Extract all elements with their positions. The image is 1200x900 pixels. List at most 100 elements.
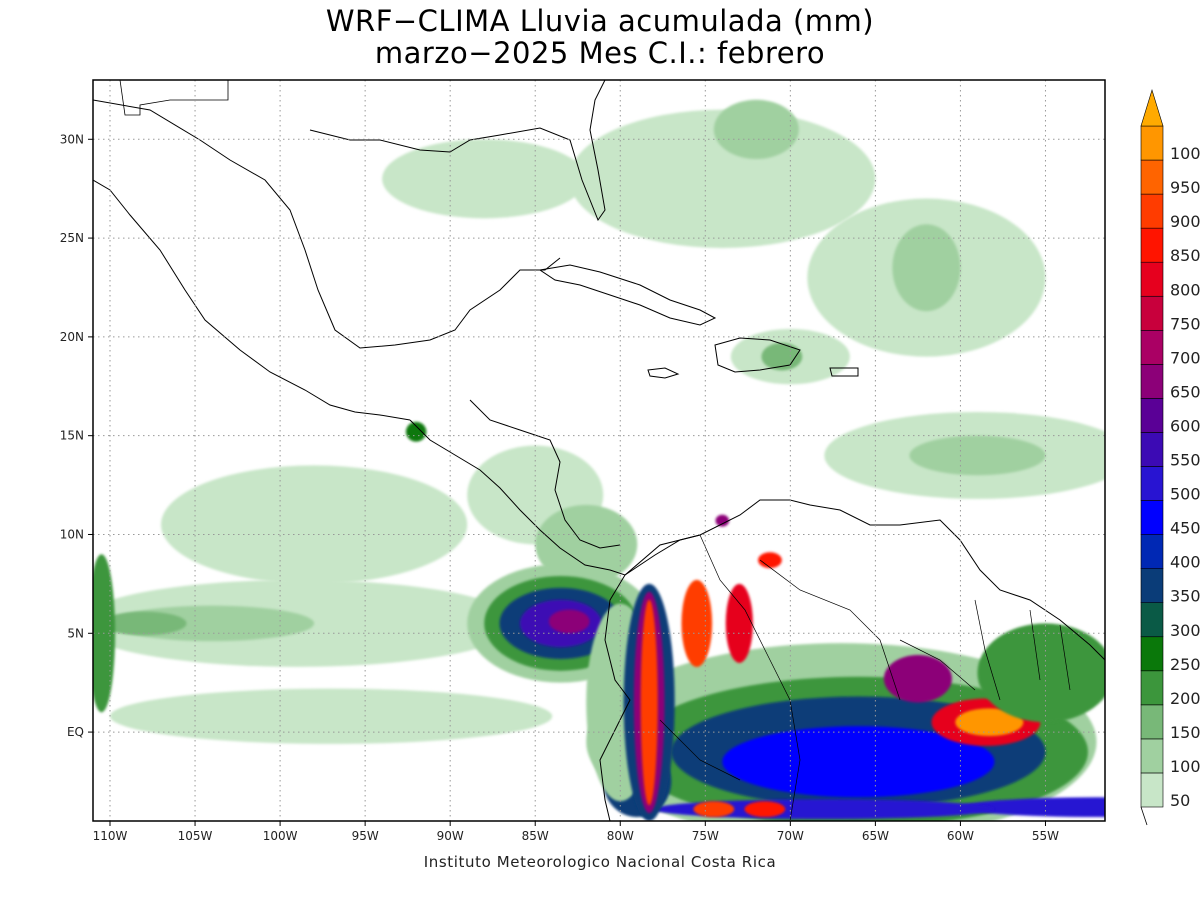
colorbar-swatch — [1140, 193, 1164, 229]
colorbar-label: 750 — [1170, 314, 1200, 333]
x-tick-label: 70W — [777, 829, 804, 843]
gridlines — [93, 80, 1105, 821]
colorbar-swatch — [1140, 125, 1164, 161]
coastline-south-america-west — [599, 574, 631, 821]
rain-blob — [761, 342, 803, 371]
rain-blob — [725, 583, 753, 663]
x-tick-label: 60W — [947, 829, 974, 843]
colorbar-label: 450 — [1170, 519, 1200, 538]
rain-blob — [955, 708, 1024, 737]
rain-blob — [713, 99, 799, 160]
rain-blob — [161, 465, 468, 584]
colorbar-label: 550 — [1170, 451, 1200, 470]
x-tick-label: 80W — [607, 829, 634, 843]
rain-blob — [744, 801, 786, 818]
rain-blob — [977, 623, 1105, 723]
border-us-mexico — [119, 80, 229, 116]
rain-blob — [382, 139, 587, 219]
rain-blob — [715, 514, 730, 527]
coastline-us-gulf — [309, 80, 606, 222]
rain-blob — [405, 421, 427, 442]
rain-blob — [640, 599, 658, 806]
colorbar-swatch — [1140, 466, 1164, 501]
colorbar-label: 350 — [1170, 587, 1200, 606]
rain-blob — [722, 726, 995, 798]
colorbar-swatch — [1140, 568, 1164, 604]
rain-blob — [681, 579, 713, 667]
colorbar-swatch — [1140, 670, 1164, 706]
coastline-jamaica — [647, 367, 680, 379]
coastline-puerto-rico — [829, 367, 859, 377]
country-borders — [659, 534, 1071, 821]
rain-blob — [548, 609, 590, 634]
x-tick-label: 110W — [93, 829, 128, 843]
colorbar-label: 800 — [1170, 280, 1200, 299]
x-tick-label: 65W — [862, 829, 889, 843]
colorbar-overflow-arrow — [1140, 88, 1164, 127]
x-tick-label: 100W — [263, 829, 298, 843]
colorbar-label: 850 — [1170, 246, 1200, 265]
colorbar-label: 300 — [1170, 621, 1200, 640]
colorbar-swatch — [1140, 636, 1164, 672]
y-tick-label: 20N — [60, 330, 84, 344]
rain-blob — [892, 224, 961, 312]
colorbar-swatch — [1140, 261, 1164, 297]
y-axis-ticks: 30N 25N 20N 15N 10N 5N EQ — [60, 132, 93, 739]
colorbar-swatch — [1140, 534, 1164, 569]
rain-blob — [758, 552, 782, 569]
colorbar-swatch — [1140, 432, 1164, 467]
colorbar-swatch — [1140, 772, 1164, 808]
coastlines — [93, 80, 1105, 821]
coastline-cuba — [538, 264, 717, 326]
coastline-south-america — [624, 499, 1105, 661]
colorbar-swatch — [1140, 295, 1164, 331]
rainfall-field — [93, 99, 1105, 821]
x-tick-label: 55W — [1032, 829, 1059, 843]
rain-blob — [693, 801, 735, 818]
coastline-central-america-caribbean — [469, 399, 621, 549]
y-tick-label: EQ — [67, 725, 84, 739]
colorbar-label: 950 — [1170, 178, 1200, 197]
colorbar-swatch — [1140, 159, 1164, 195]
rain-blob — [110, 688, 553, 744]
colorbar-label: 650 — [1170, 382, 1200, 401]
colorbar-label: 600 — [1170, 416, 1200, 435]
rain-blob — [883, 655, 952, 703]
colorbar-label: 500 — [1170, 485, 1200, 504]
x-tick-label: 90W — [437, 829, 464, 843]
rain-blob — [654, 799, 995, 820]
colorbar-swatch — [1140, 704, 1164, 740]
coastline-central-america — [409, 419, 701, 576]
y-tick-label: 25N — [60, 231, 84, 245]
plot-frame — [92, 79, 1106, 822]
colorbar-swatch — [1140, 738, 1164, 774]
x-tick-label: 95W — [352, 829, 379, 843]
colorbar-label: 900 — [1170, 212, 1200, 231]
colorbar: 50 100 150 200 250 300 350 400 450 500 550 600 650 70… — [1140, 88, 1200, 826]
colorbar-label: 200 — [1170, 689, 1200, 708]
rain-blob — [960, 797, 1105, 818]
rain-blob — [535, 504, 638, 584]
colorbar-swatch — [1140, 329, 1164, 365]
map-title-line2: marzo−2025 Mes C.I.: febrero — [374, 36, 826, 70]
colorbar-swatch — [1140, 500, 1164, 535]
colorbar-swatch — [1140, 227, 1164, 263]
colorbar-label: 1000 — [1170, 144, 1200, 163]
rain-blob — [569, 109, 876, 248]
colorbar-underflow-tail — [1140, 806, 1148, 826]
x-tick-label: 85W — [522, 829, 549, 843]
map-title-line1: WRF−CLIMA Lluvia acumulada (mm) — [325, 4, 875, 38]
colorbar-label: 250 — [1170, 655, 1200, 674]
y-tick-label: 5N — [67, 626, 84, 640]
colorbar-label: 100 — [1170, 757, 1200, 776]
rain-blob — [101, 611, 187, 636]
colorbar-swatch — [1140, 602, 1164, 638]
colorbar-swatch — [1140, 364, 1164, 399]
y-tick-label: 30N — [60, 132, 84, 146]
y-tick-label: 15N — [60, 429, 84, 443]
coastline-mexico — [93, 179, 411, 421]
colorbar-label: 400 — [1170, 553, 1200, 572]
colorbar-label: 700 — [1170, 348, 1200, 367]
colorbar-label: 150 — [1170, 723, 1200, 742]
